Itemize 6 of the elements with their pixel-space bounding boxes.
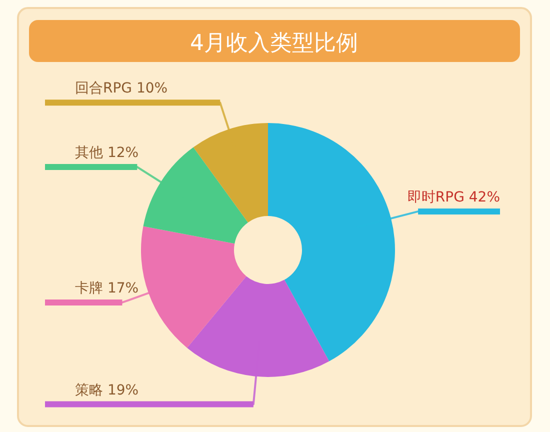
slice-label: 即时RPG 42% [407,189,500,206]
slice-label: 其他 12% [75,144,139,161]
slice-label: 策略 19% [75,382,139,398]
chart-title: 4月收入类型比例 [190,31,358,56]
slice-label: 回合RPG 10% [75,80,168,97]
slice-label: 卡牌 17% [75,280,139,296]
